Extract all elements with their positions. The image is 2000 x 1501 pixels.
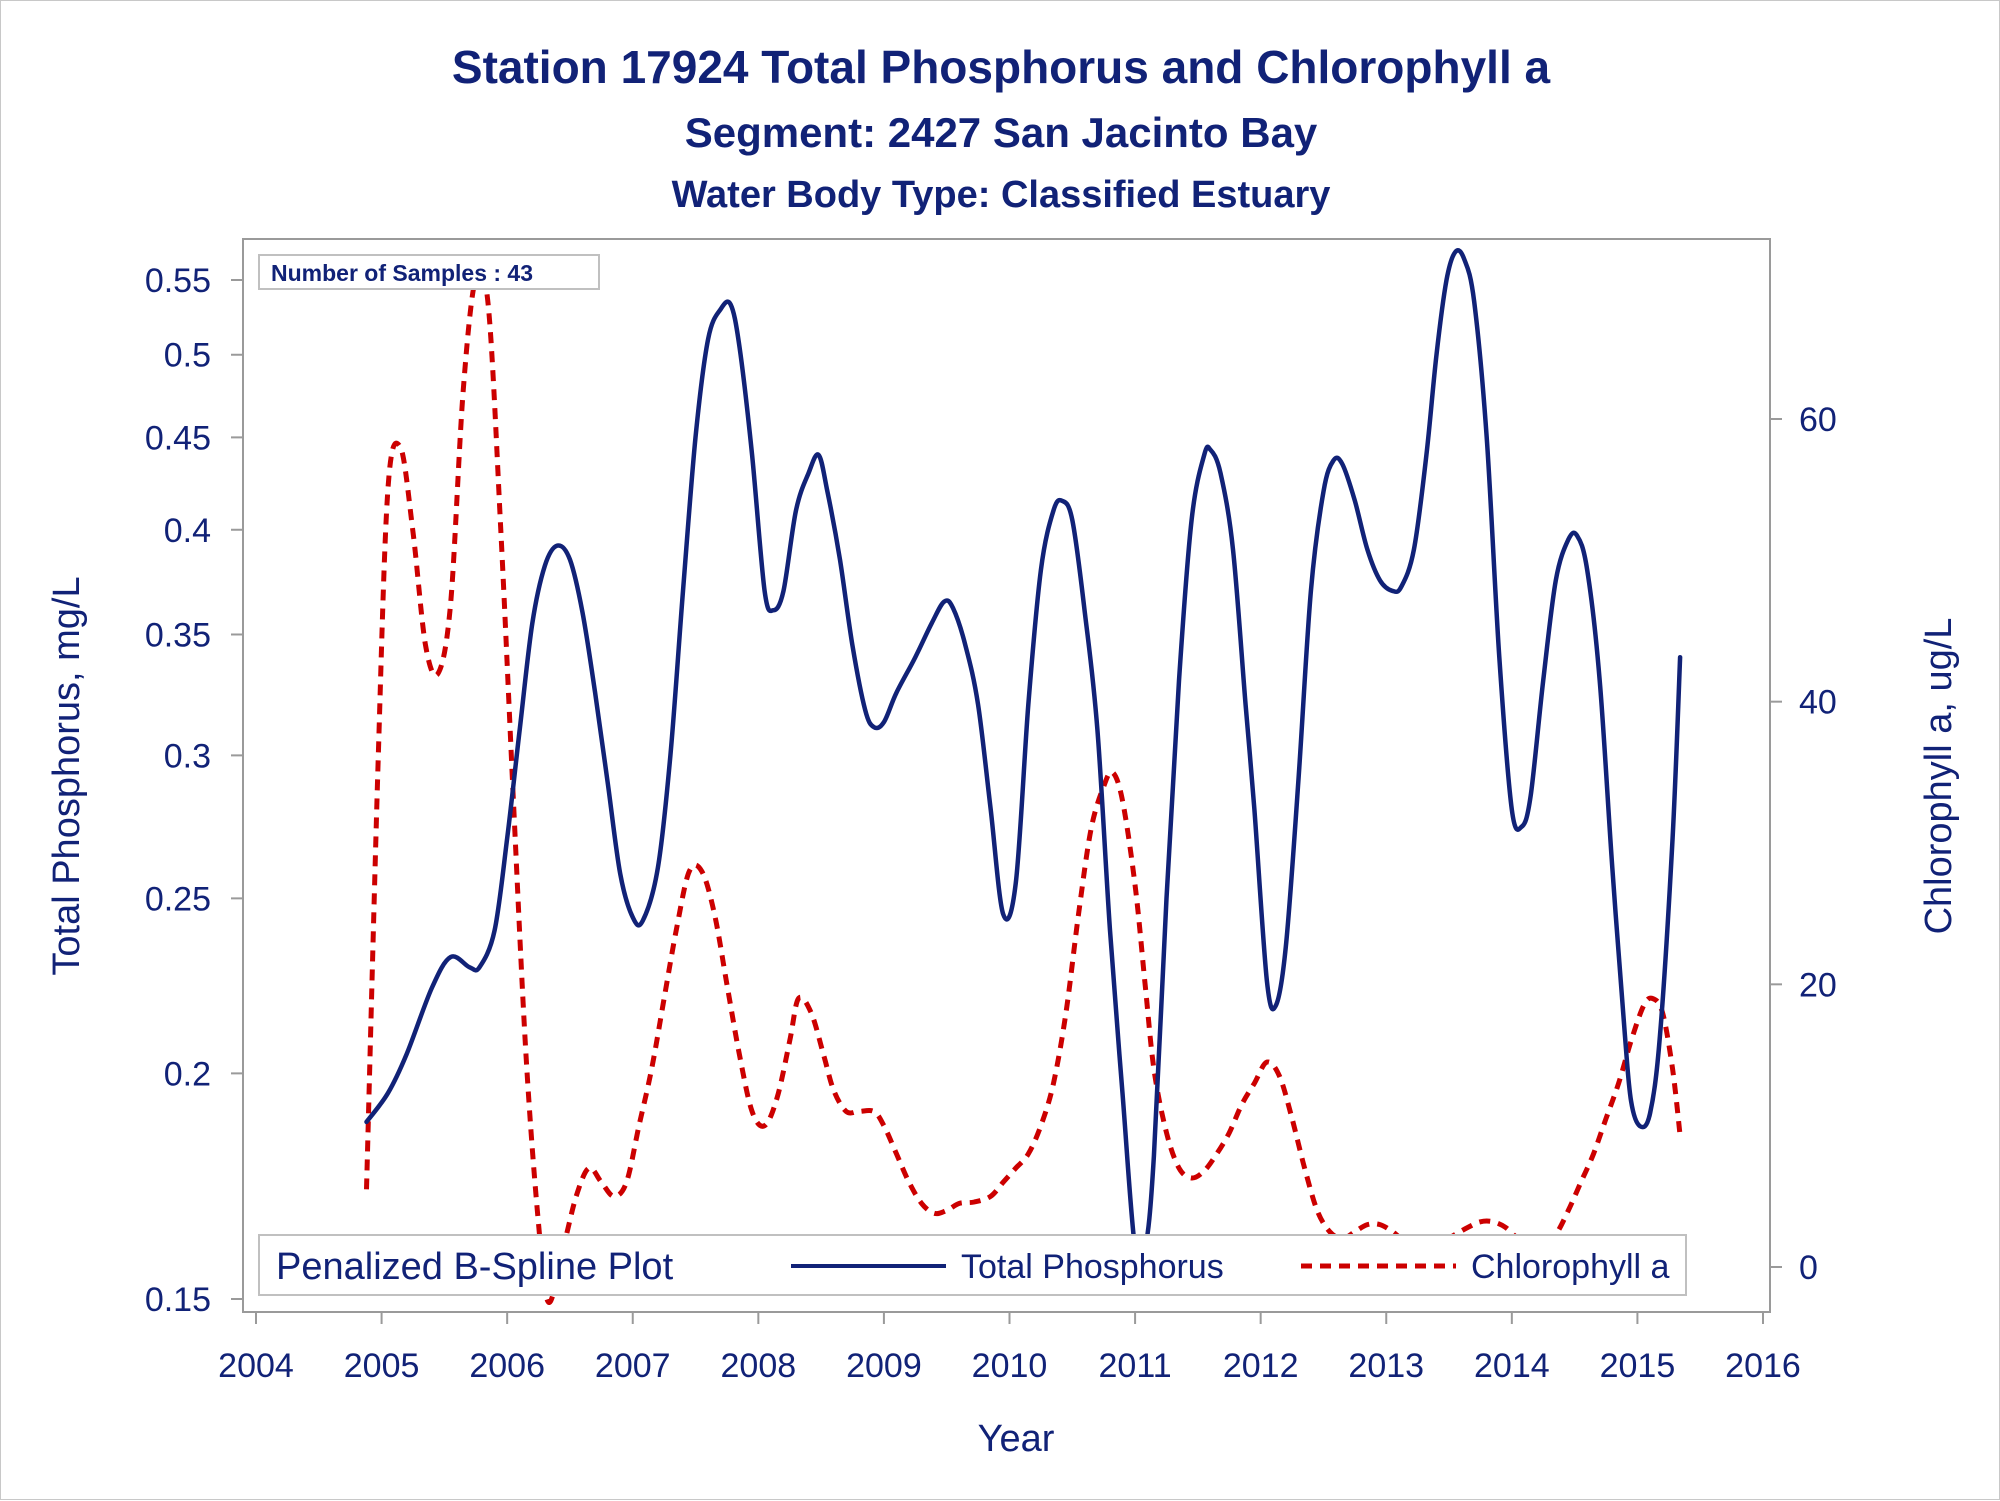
y-axis-left-label: Total Phosphorus, mg/L [46,576,88,975]
x-tick-label: 2015 [1600,1347,1676,1385]
y-right-tick-label: 0 [1799,1249,1818,1287]
y-left-tick-label: 0.25 [145,880,211,918]
y-left-tick-label: 0.45 [145,419,211,457]
y-left-tick-label: 0.55 [145,262,211,300]
x-tick-label: 2016 [1725,1347,1801,1385]
x-tick-label: 2011 [1099,1347,1172,1385]
legend: Penalized B-Spline Plot Total Phosphorus… [258,1234,1687,1296]
legend-title: Penalized B-Spline Plot [276,1246,674,1288]
legend-label-total-phosphorus: Total Phosphorus [961,1248,1224,1286]
legend-frame [258,1234,1687,1296]
chart-subtitle-2: Water Body Type: Classified Estuary [672,174,1331,216]
y-left-tick-label: 0.5 [164,337,211,375]
x-tick-label: 2009 [846,1347,922,1385]
y-right-tick-label: 20 [1799,966,1837,1004]
sample-count-box: Number of Samples : 43 [258,254,600,290]
x-tick-label: 2008 [721,1347,797,1385]
x-axis-label: Year [978,1418,1055,1460]
x-tick-label: 2012 [1223,1347,1299,1385]
chart-subtitle: Segment: 2427 San Jacinto Bay [685,109,1318,156]
y-axis-right-label: Chlorophyll a, ug/L [1918,618,1960,935]
x-tick-label: 2005 [344,1347,420,1385]
y-right-tick-label: 40 [1799,684,1837,722]
chart-title: Station 17924 Total Phosphorus and Chlor… [452,41,1551,93]
sample-count-label: Number of Samples : 43 [271,260,533,286]
x-tick-label: 2007 [595,1347,671,1385]
legend-label-chlorophyll-a: Chlorophyll a [1471,1248,1670,1286]
y-left-tick-label: 0.2 [164,1055,211,1093]
y-axis-right: 0 20 40 60 [1770,401,1837,1287]
y-left-tick-label: 0.4 [164,512,211,550]
sample-count-frame [258,254,600,290]
series-line-total-phosphorus [364,248,1683,1267]
plot-area [242,238,1771,1313]
x-axis: 2004 2005 2006 2007 2008 2009 2010 2011 2012 2013… [218,1312,1801,1385]
y-right-tick-label: 60 [1799,401,1837,439]
y-left-tick-label: 0.3 [164,737,211,775]
x-tick-label: 2014 [1474,1347,1550,1385]
x-tick-label: 2006 [469,1347,545,1385]
y-left-tick-label: 0.15 [145,1281,211,1319]
y-left-tick-label: 0.35 [145,616,211,654]
y-axis-left: 0.15 0.2 0.25 0.3 0.35 0.4 0.45 0.5 0.55 [145,262,243,1319]
x-tick-label: 2013 [1348,1347,1424,1385]
x-tick-label: 2004 [218,1347,294,1385]
x-tick-label: 2010 [972,1347,1048,1385]
